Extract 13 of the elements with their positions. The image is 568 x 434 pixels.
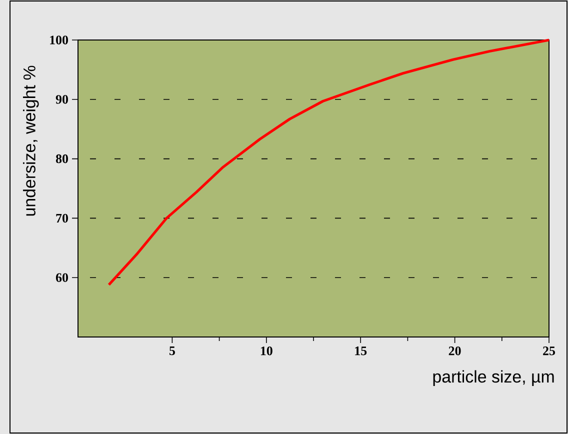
y-tick-label: 70 (56, 214, 68, 223)
x-tick-label: 25 (543, 346, 556, 356)
y-axis-title: undersize, weight % (23, 66, 39, 216)
x-axis-title: particle size, µm (433, 370, 554, 386)
x-tick-label: 5 (169, 346, 175, 356)
line-series (108, 38, 550, 286)
x-tick-label: 20 (448, 346, 461, 356)
y-tick-label: 60 (56, 273, 68, 282)
x-tick-label: 15 (355, 346, 367, 356)
y-tick-label: 90 (56, 95, 68, 104)
y-tick-label: 80 (56, 154, 68, 164)
x-tick-label: 10 (260, 346, 272, 356)
y-tick-label: 100 (50, 36, 68, 44)
